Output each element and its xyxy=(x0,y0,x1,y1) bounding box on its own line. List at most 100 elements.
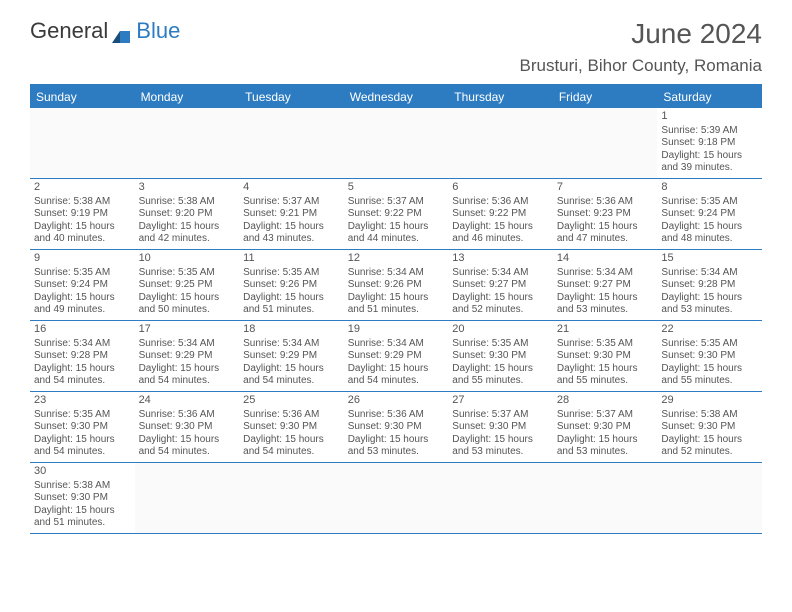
day-10: 10Sunrise: 5:35 AMSunset: 9:25 PMDayligh… xyxy=(135,250,240,320)
dow-tuesday: Tuesday xyxy=(239,86,344,108)
sunset-line: Sunset: 9:30 PM xyxy=(661,350,758,363)
day-number: 5 xyxy=(348,181,445,195)
daylight-line: Daylight: 15 hours xyxy=(34,292,131,305)
sunrise-line: Sunrise: 5:38 AM xyxy=(139,196,236,209)
day-11: 11Sunrise: 5:35 AMSunset: 9:26 PMDayligh… xyxy=(239,250,344,320)
daylight-line: Daylight: 15 hours xyxy=(139,221,236,234)
daylight-line: Daylight: 15 hours xyxy=(348,292,445,305)
day-13: 13Sunrise: 5:34 AMSunset: 9:27 PMDayligh… xyxy=(448,250,553,320)
day-empty xyxy=(553,108,658,178)
daylight-line: Daylight: 15 hours xyxy=(661,150,758,163)
sunrise-line: Sunrise: 5:35 AM xyxy=(661,338,758,351)
daylight-line-2: and 53 minutes. xyxy=(452,446,549,459)
daylight-line: Daylight: 15 hours xyxy=(34,434,131,447)
daylight-line-2: and 55 minutes. xyxy=(557,375,654,388)
day-number: 8 xyxy=(661,181,758,195)
daylight-line-2: and 54 minutes. xyxy=(34,375,131,388)
dow-thursday: Thursday xyxy=(448,86,553,108)
sunset-line: Sunset: 9:30 PM xyxy=(452,350,549,363)
sunset-line: Sunset: 9:30 PM xyxy=(139,421,236,434)
sunrise-line: Sunrise: 5:37 AM xyxy=(557,409,654,422)
day-empty xyxy=(448,463,553,533)
daylight-line-2: and 40 minutes. xyxy=(34,233,131,246)
day-25: 25Sunrise: 5:36 AMSunset: 9:30 PMDayligh… xyxy=(239,392,344,462)
daylight-line-2: and 55 minutes. xyxy=(452,375,549,388)
daylight-line: Daylight: 15 hours xyxy=(661,363,758,376)
sunrise-line: Sunrise: 5:36 AM xyxy=(452,196,549,209)
sunset-line: Sunset: 9:30 PM xyxy=(34,421,131,434)
sunrise-line: Sunrise: 5:34 AM xyxy=(34,338,131,351)
day-number: 6 xyxy=(452,181,549,195)
day-8: 8Sunrise: 5:35 AMSunset: 9:24 PMDaylight… xyxy=(657,179,762,249)
sunset-line: Sunset: 9:21 PM xyxy=(243,208,340,221)
day-number: 23 xyxy=(34,394,131,408)
sunset-line: Sunset: 9:22 PM xyxy=(452,208,549,221)
day-30: 30Sunrise: 5:38 AMSunset: 9:30 PMDayligh… xyxy=(30,463,135,533)
sunset-line: Sunset: 9:30 PM xyxy=(34,492,131,505)
daylight-line-2: and 44 minutes. xyxy=(348,233,445,246)
daylight-line-2: and 43 minutes. xyxy=(243,233,340,246)
sunrise-line: Sunrise: 5:36 AM xyxy=(139,409,236,422)
daylight-line-2: and 52 minutes. xyxy=(661,446,758,459)
day-4: 4Sunrise: 5:37 AMSunset: 9:21 PMDaylight… xyxy=(239,179,344,249)
daylight-line-2: and 42 minutes. xyxy=(139,233,236,246)
sunrise-line: Sunrise: 5:36 AM xyxy=(557,196,654,209)
sunset-line: Sunset: 9:29 PM xyxy=(243,350,340,363)
day-9: 9Sunrise: 5:35 AMSunset: 9:24 PMDaylight… xyxy=(30,250,135,320)
daylight-line: Daylight: 15 hours xyxy=(661,434,758,447)
daylight-line: Daylight: 15 hours xyxy=(139,434,236,447)
sunset-line: Sunset: 9:30 PM xyxy=(348,421,445,434)
dow-saturday: Saturday xyxy=(657,86,762,108)
day-number: 21 xyxy=(557,323,654,337)
sunrise-line: Sunrise: 5:34 AM xyxy=(139,338,236,351)
day-number: 28 xyxy=(557,394,654,408)
dow-friday: Friday xyxy=(553,86,658,108)
sunrise-line: Sunrise: 5:35 AM xyxy=(557,338,654,351)
day-5: 5Sunrise: 5:37 AMSunset: 9:22 PMDaylight… xyxy=(344,179,449,249)
daylight-line-2: and 53 minutes. xyxy=(661,304,758,317)
logo-text-1: General xyxy=(30,18,108,44)
daylight-line-2: and 50 minutes. xyxy=(139,304,236,317)
sunset-line: Sunset: 9:28 PM xyxy=(34,350,131,363)
day-2: 2Sunrise: 5:38 AMSunset: 9:19 PMDaylight… xyxy=(30,179,135,249)
daylight-line-2: and 54 minutes. xyxy=(243,375,340,388)
day-number: 17 xyxy=(139,323,236,337)
daylight-line-2: and 51 minutes. xyxy=(34,517,131,530)
sunset-line: Sunset: 9:30 PM xyxy=(557,421,654,434)
logo: General Blue xyxy=(30,18,180,44)
daylight-line: Daylight: 15 hours xyxy=(661,292,758,305)
daylight-line: Daylight: 15 hours xyxy=(348,363,445,376)
daylight-line-2: and 52 minutes. xyxy=(452,304,549,317)
day-18: 18Sunrise: 5:34 AMSunset: 9:29 PMDayligh… xyxy=(239,321,344,391)
sunset-line: Sunset: 9:30 PM xyxy=(661,421,758,434)
dow-row: SundayMondayTuesdayWednesdayThursdayFrid… xyxy=(30,86,762,108)
daylight-line: Daylight: 15 hours xyxy=(348,221,445,234)
day-20: 20Sunrise: 5:35 AMSunset: 9:30 PMDayligh… xyxy=(448,321,553,391)
daylight-line: Daylight: 15 hours xyxy=(243,434,340,447)
day-21: 21Sunrise: 5:35 AMSunset: 9:30 PMDayligh… xyxy=(553,321,658,391)
daylight-line-2: and 54 minutes. xyxy=(243,446,340,459)
day-number: 19 xyxy=(348,323,445,337)
day-number: 12 xyxy=(348,252,445,266)
day-number: 11 xyxy=(243,252,340,266)
logo-text-2: Blue xyxy=(136,18,180,44)
sunset-line: Sunset: 9:29 PM xyxy=(348,350,445,363)
day-22: 22Sunrise: 5:35 AMSunset: 9:30 PMDayligh… xyxy=(657,321,762,391)
week-row: 2Sunrise: 5:38 AMSunset: 9:19 PMDaylight… xyxy=(30,179,762,250)
sunset-line: Sunset: 9:24 PM xyxy=(34,279,131,292)
sunrise-line: Sunrise: 5:34 AM xyxy=(348,267,445,280)
sunrise-line: Sunrise: 5:34 AM xyxy=(348,338,445,351)
day-empty xyxy=(657,463,762,533)
week-row: 23Sunrise: 5:35 AMSunset: 9:30 PMDayligh… xyxy=(30,392,762,463)
day-number: 2 xyxy=(34,181,131,195)
sunrise-line: Sunrise: 5:34 AM xyxy=(243,338,340,351)
day-17: 17Sunrise: 5:34 AMSunset: 9:29 PMDayligh… xyxy=(135,321,240,391)
location: Brusturi, Bihor County, Romania xyxy=(519,56,762,76)
day-number: 15 xyxy=(661,252,758,266)
daylight-line-2: and 54 minutes. xyxy=(34,446,131,459)
daylight-line: Daylight: 15 hours xyxy=(452,363,549,376)
day-number: 24 xyxy=(139,394,236,408)
sunrise-line: Sunrise: 5:36 AM xyxy=(243,409,340,422)
sunset-line: Sunset: 9:30 PM xyxy=(452,421,549,434)
daylight-line: Daylight: 15 hours xyxy=(452,434,549,447)
